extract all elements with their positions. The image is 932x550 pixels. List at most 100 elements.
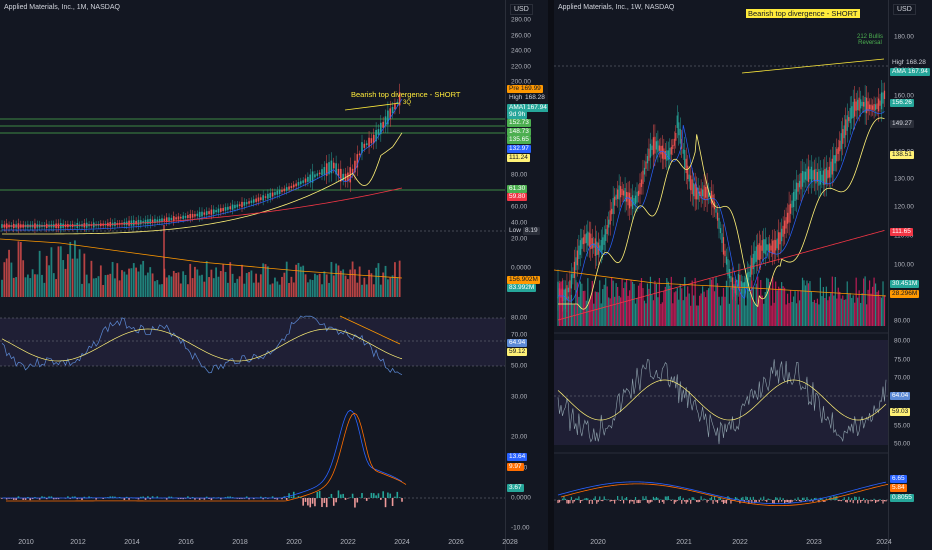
macd-tick-label: 20.00: [511, 433, 528, 441]
candle-body: [876, 103, 878, 109]
candle-body: [625, 191, 628, 202]
macd-histogram-bar: [697, 500, 699, 503]
candle-body: [849, 108, 851, 124]
price-axis[interactable]: USD 180.00170.00160.00140.00130.00120.00…: [888, 0, 932, 550]
monthly-chart-pane[interactable]: Applied Materials, Inc., 1M, NASDAQ Bear…: [0, 0, 548, 550]
volume-bar: [69, 241, 72, 297]
rsi-line: [1, 315, 403, 375]
price-label: 149.27: [890, 120, 914, 128]
candle-body: [702, 189, 704, 197]
candle-body: [839, 140, 841, 152]
volume-bar: [675, 291, 677, 326]
macd-histogram-bar: [231, 497, 234, 498]
candle-body: [271, 192, 274, 197]
candle-body: [634, 195, 637, 205]
currency-label[interactable]: USD: [510, 4, 533, 15]
candle-body: [274, 192, 276, 196]
volume-bar: [269, 284, 272, 297]
price-label: 156.26: [890, 99, 914, 107]
volume-bar: [739, 281, 741, 326]
macd-histogram-bar: [787, 500, 789, 503]
macd-histogram-bar: [335, 498, 337, 503]
volume-bar: [22, 260, 25, 297]
volume-bar: [123, 271, 126, 297]
volume-bar: [706, 290, 708, 326]
monthly-chart-canvas[interactable]: [0, 0, 548, 550]
macd-histogram-bar: [648, 500, 650, 504]
candle-body: [182, 215, 184, 219]
price-axis[interactable]: USD 280.00 260.00 240.00 220.00 200.00 80.00 6…: [505, 0, 548, 550]
candle-body: [840, 133, 842, 150]
volume-bar: [782, 286, 784, 326]
candle-body: [215, 210, 217, 213]
macd-histogram-bar: [688, 498, 690, 500]
divergence-line: [344, 102, 401, 111]
macd-histogram-bar: [140, 496, 142, 498]
rsi-ma-line: [557, 379, 887, 421]
candle-body: [606, 224, 608, 235]
candle-body: [189, 213, 192, 219]
volume-ma: [554, 269, 887, 297]
macd-histogram-bar: [394, 496, 396, 498]
weekly-chart-canvas[interactable]: [554, 0, 932, 550]
time-axis-label: 2024: [876, 539, 892, 546]
price-tick-label: 0.0000: [511, 264, 531, 272]
macd-histogram-bar: [50, 496, 53, 498]
macd-histogram-bar: [1, 498, 3, 499]
volume-bar: [29, 278, 32, 297]
candle-body: [731, 277, 734, 290]
candle-body: [797, 183, 799, 192]
volume-bar: [339, 270, 342, 297]
volume-bar: [822, 287, 824, 326]
volume-bar: [734, 280, 737, 326]
price-tick-label: 280.00: [511, 16, 531, 24]
candle-body: [816, 172, 819, 182]
candle-body: [722, 237, 725, 255]
candle-body: [194, 214, 196, 217]
volume-bar: [379, 284, 382, 297]
macd-histogram-bar: [649, 500, 652, 503]
price-tick-label: 100.00: [894, 261, 914, 269]
volume-bar: [349, 269, 352, 297]
candle-body: [880, 92, 883, 110]
volume-bar: [262, 263, 265, 297]
time-axis-label: 2028: [502, 539, 518, 546]
candle-body: [867, 101, 869, 112]
candle-body: [205, 211, 208, 216]
candle-body: [210, 209, 213, 215]
macd-histogram-bar: [43, 496, 46, 498]
macd-histogram-bar: [191, 497, 194, 498]
time-axis-label: 2021: [676, 539, 692, 546]
price-tick-label: 180.00: [894, 33, 914, 41]
macd-histogram-bar: [309, 498, 312, 508]
volume-bar: [778, 286, 780, 326]
macd-histogram-bar: [572, 500, 574, 504]
volume-bar: [372, 284, 375, 297]
candle-body: [241, 201, 243, 208]
macd-histogram-bar: [557, 500, 559, 504]
macd-histogram-bar: [760, 497, 762, 500]
macd-histogram-bar: [776, 497, 778, 500]
weekly-chart-pane[interactable]: Applied Materials, Inc., 1W, NASDAQ Bear…: [554, 0, 932, 550]
signal-line: [6, 412, 407, 502]
volume-bar: [812, 301, 814, 326]
volume-bar: [794, 291, 796, 326]
volume-bar: [149, 267, 152, 297]
volume-bar: [243, 283, 246, 297]
candle-body: [684, 149, 686, 168]
volume-bar: [785, 304, 787, 326]
macd-histogram-bar: [304, 498, 307, 502]
macd-histogram-bar: [813, 497, 816, 500]
volume-bar: [703, 291, 705, 326]
candle-body: [672, 144, 674, 150]
candle-body: [311, 171, 314, 183]
currency-label[interactable]: USD: [893, 4, 916, 15]
volume-bar: [356, 282, 359, 297]
macd-histogram-bar: [241, 498, 243, 499]
pane-separator[interactable]: [548, 0, 554, 550]
macd-histogram-bar: [678, 496, 680, 500]
macd-histogram-bar: [785, 500, 787, 503]
volume-bar: [834, 276, 836, 326]
macd-histogram-bar: [614, 500, 616, 504]
candle-body: [628, 192, 631, 209]
